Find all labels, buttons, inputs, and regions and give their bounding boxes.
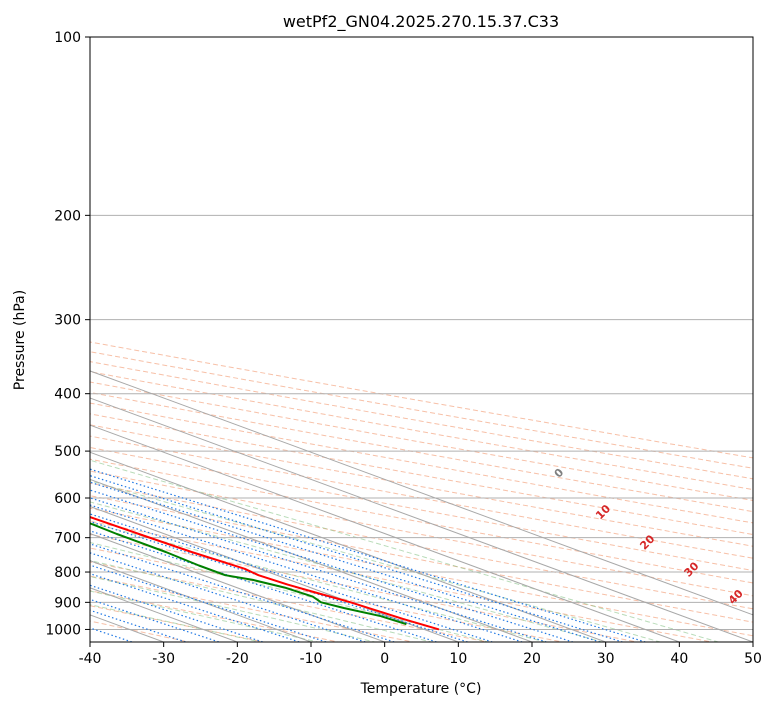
x-tick-label: -20 <box>226 651 249 667</box>
moist-adiabat-line <box>90 522 547 642</box>
isotherm-line <box>90 424 681 642</box>
isotherm-line <box>90 397 753 642</box>
dry-adiabat-line <box>90 371 753 491</box>
mixing-ratio-line <box>90 530 439 642</box>
mixing-ratio-line <box>90 497 549 642</box>
isotherm-line <box>90 505 460 642</box>
y-tick-label: 900 <box>54 595 81 611</box>
y-tick-label: 200 <box>54 208 81 224</box>
isotherm-line <box>90 478 534 642</box>
y-tick-label: 400 <box>54 387 81 403</box>
y-tick-label: 100 <box>54 30 81 46</box>
mixing-ratio-line <box>90 468 648 642</box>
y-tick-label: 500 <box>54 444 81 460</box>
x-tick-label: 50 <box>744 651 762 667</box>
moist-adiabat-label: 10 <box>593 502 613 522</box>
dry-adiabat-line <box>90 507 753 637</box>
dry-adiabat-line <box>90 620 192 642</box>
y-tick-label: 700 <box>54 531 81 547</box>
x-axis-ticks: -40 -30 -20 -10 0 10 20 30 40 50 <box>79 642 762 667</box>
dry-adiabat-line <box>90 533 640 642</box>
isotherm-line <box>90 587 239 642</box>
isotherm-line <box>90 451 608 642</box>
x-tick-label: -40 <box>79 651 102 667</box>
dewpoint-profile-line <box>90 522 407 626</box>
dry-adiabat-line <box>90 446 753 572</box>
mixing-ratio-line <box>90 475 625 642</box>
y-axis-title: Pressure (hPa) <box>12 290 28 390</box>
plot-frame <box>89 36 754 643</box>
dry-adiabat-line <box>90 520 715 642</box>
moist-adiabat-line <box>90 559 434 642</box>
dry-adiabat-line <box>90 391 753 513</box>
series-lines <box>90 516 440 631</box>
isotherm-line <box>90 370 753 616</box>
dry-adiabat-line <box>90 482 753 610</box>
mixing-ratio-line <box>90 564 329 642</box>
dry-adiabat-line <box>90 341 753 459</box>
y-tick-label: 300 <box>54 313 81 329</box>
x-tick-label: 0 <box>380 651 389 667</box>
x-tick-label: 30 <box>597 651 615 667</box>
y-axis-ticks: 100 200 300 400 500 600 700 800 900 1000 <box>45 30 90 638</box>
dry-adiabat-line <box>90 402 753 524</box>
temperature-profile-line <box>90 516 440 631</box>
dry-adiabat-line <box>90 424 753 547</box>
dry-adiabat-line <box>90 458 753 584</box>
x-tick-label: -30 <box>152 651 175 667</box>
background-lines <box>0 37 753 644</box>
dry-adiabat-line <box>90 435 753 559</box>
dry-adiabat-line <box>90 547 565 642</box>
isotherm-line <box>90 533 387 642</box>
y-tick-label: 800 <box>54 565 81 581</box>
chart-title: wetPf2_GN04.2025.270.15.37.C33 <box>283 12 559 32</box>
dry-adiabat-line <box>90 381 753 501</box>
x-tick-label: 40 <box>670 651 688 667</box>
dry-adiabat-line <box>90 413 753 536</box>
moist-adiabat-line <box>90 480 662 642</box>
y-tick-label: 1000 <box>45 622 81 638</box>
isotherm-line <box>90 560 313 642</box>
dry-adiabat-line <box>90 470 753 597</box>
x-axis-title: Temperature (°C) <box>360 681 482 697</box>
mixing-ratio-label: 30 <box>0 434 14 453</box>
x-tick-label: -10 <box>300 651 323 667</box>
x-tick-label: 10 <box>449 651 467 667</box>
dry-adiabat-line <box>90 495 753 623</box>
mixing-ratio-line <box>90 552 368 642</box>
dry-adiabat-line <box>90 361 753 480</box>
moist-adiabat-line <box>90 604 263 642</box>
mixing-ratio-line <box>90 543 397 642</box>
dry-adiabat-line <box>90 561 491 642</box>
mixing-ratio-line <box>0 451 89 644</box>
dry-adiabat-line <box>90 351 753 469</box>
y-tick-label: 600 <box>54 491 81 507</box>
mixing-ratio-line <box>90 627 134 642</box>
x-tick-label: 20 <box>523 651 541 667</box>
moist-adiabat-label: 30 <box>682 559 702 579</box>
moist-adiabat-label: 20 <box>637 532 657 552</box>
inline-labels: 0.10.20.40.611.52346810131620253036-100-… <box>0 434 746 607</box>
mixing-ratio-label: 36 <box>15 434 35 453</box>
